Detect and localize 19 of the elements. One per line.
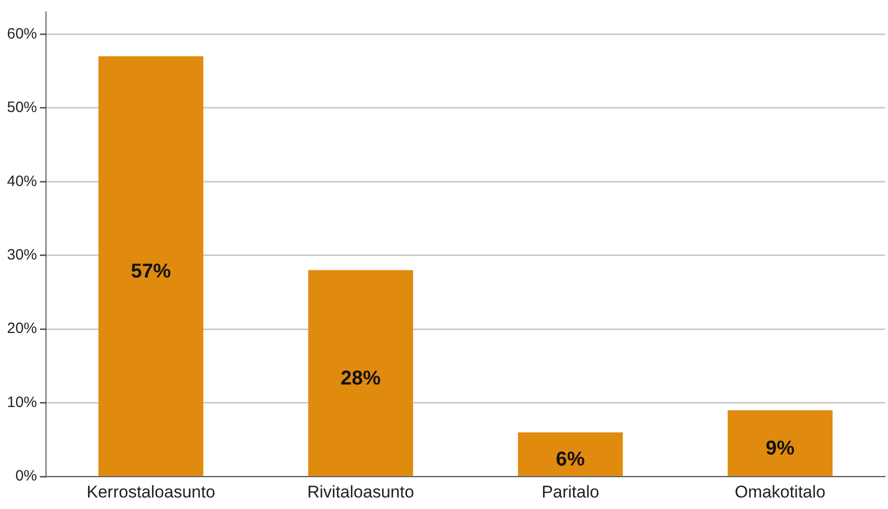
- data-label: 28%: [340, 367, 381, 390]
- y-tick-label: 10%: [6, 394, 38, 411]
- x-tick-label: Paritalo: [542, 482, 600, 502]
- y-tick-label: 60%: [6, 25, 38, 42]
- bar: [518, 432, 623, 476]
- y-tick-label: 50%: [6, 99, 38, 116]
- data-label: 57%: [130, 260, 172, 283]
- y-tick-label: 0%: [15, 468, 38, 485]
- y-tick-label: 20%: [6, 320, 38, 338]
- bar: [728, 410, 833, 476]
- data-label: 6%: [556, 448, 586, 471]
- y-tick-label: 30%: [6, 246, 38, 264]
- bar: [98, 56, 204, 476]
- data-label: 9%: [766, 438, 795, 460]
- x-tick-label: Omakotitalo: [734, 482, 826, 502]
- x-tick-label: Kerrostaloasunto: [86, 482, 216, 502]
- bar: [308, 270, 414, 476]
- x-tick-label: Rivitaloasunto: [307, 482, 414, 502]
- y-tick-label: 40%: [6, 172, 38, 190]
